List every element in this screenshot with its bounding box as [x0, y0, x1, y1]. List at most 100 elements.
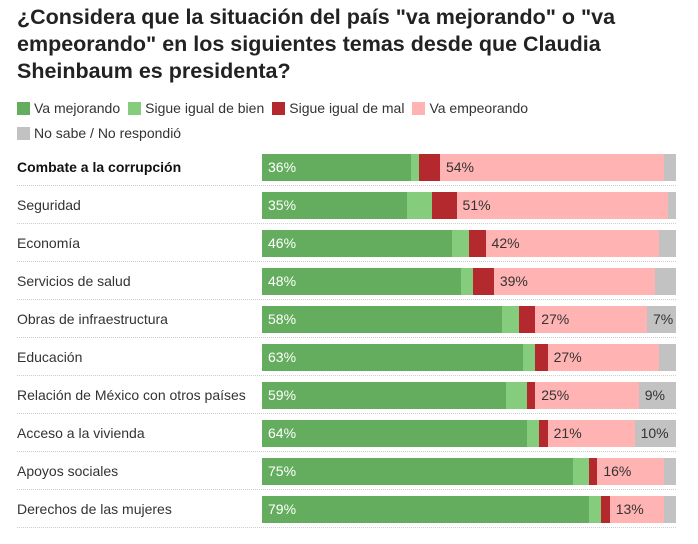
data-label: 36% — [268, 159, 297, 175]
data-label: 46% — [268, 235, 297, 251]
stacked-bar: 58% 27% 7% — [262, 306, 676, 333]
data-label: 27% — [541, 311, 570, 327]
data-label: 75% — [268, 463, 297, 479]
row-divider — [17, 337, 676, 338]
bar-segment: 75% — [262, 458, 573, 485]
stacked-bar: 64% 21% 10% — [262, 420, 676, 447]
bar-segment: 64% — [262, 420, 527, 447]
bar-segment: 59% — [262, 382, 507, 409]
bar-segment — [601, 496, 610, 523]
category-label: Educación — [17, 349, 83, 365]
data-label: 9% — [644, 387, 665, 403]
row-divider — [17, 261, 676, 262]
legend-swatch — [272, 102, 286, 115]
bar-segment — [419, 154, 440, 181]
bar-segment: 27% — [535, 306, 647, 333]
data-label: 64% — [268, 425, 297, 441]
legend-item: Va empeorando — [412, 96, 528, 121]
bar-segment: 42% — [485, 230, 660, 257]
stacked-bar: 59% 25% 9% — [262, 382, 676, 409]
row-divider — [17, 185, 676, 186]
legend-label: Sigue igual de mal — [289, 100, 405, 116]
bar-segment — [667, 192, 676, 219]
bar-segment — [589, 458, 598, 485]
bar-segment: 79% — [262, 496, 590, 523]
bar-row: Derechos de las mujeres 79% 13% — [17, 495, 676, 533]
category-label: Economía — [17, 235, 81, 251]
bar-segment — [411, 154, 420, 181]
bar-segment — [468, 230, 486, 257]
data-label: 27% — [553, 349, 582, 365]
legend-item: Sigue igual de mal — [272, 96, 404, 121]
bar-segment — [518, 306, 536, 333]
bar-segment — [535, 344, 548, 371]
bar-segment: 9% — [638, 382, 676, 409]
legend-swatch — [412, 102, 426, 115]
bar-segment — [460, 268, 474, 295]
row-divider — [17, 527, 676, 528]
data-label: 63% — [268, 349, 297, 365]
bar-row: Apoyos sociales 75% 16% — [17, 457, 676, 495]
bar-segment — [526, 420, 540, 447]
category-label: Acceso a la vivienda — [17, 425, 145, 441]
bar-segment: 13% — [609, 496, 664, 523]
legend-item: Va mejorando — [17, 96, 120, 121]
bar-segment: 51% — [456, 192, 668, 219]
data-label: 35% — [268, 197, 297, 213]
data-label: 59% — [268, 387, 297, 403]
bar-segment — [526, 382, 536, 409]
bar-row: Relación de México con otros países 59% 25… — [17, 381, 676, 419]
legend-swatch — [17, 127, 30, 140]
data-label: 54% — [445, 159, 475, 175]
row-divider — [17, 413, 676, 414]
bar-segment: 7% — [646, 306, 676, 333]
legend-item: No sabe / No respondió — [17, 121, 181, 146]
stacked-bar: 75% 16% — [262, 458, 676, 485]
data-label: 21% — [553, 425, 582, 441]
data-label: 13% — [615, 501, 644, 517]
category-label: Obras de infraestructura — [17, 311, 168, 327]
legend-label: Sigue igual de bien — [145, 100, 265, 116]
bar-segment — [572, 458, 590, 485]
category-label: Derechos de las mujeres — [17, 501, 172, 517]
bar-segment — [506, 382, 527, 409]
legend-label: No sabe / No respondió — [34, 125, 182, 141]
category-label: Relación de México con otros países — [17, 387, 246, 403]
bar-segment — [522, 344, 536, 371]
bar-row: Obras de infraestructura 58% 27% 7% — [17, 305, 676, 343]
bar-segment — [663, 458, 676, 485]
bar-segment: 27% — [547, 344, 660, 371]
bar-segment — [659, 230, 676, 257]
bar-segment: 36% — [262, 154, 412, 181]
row-divider — [17, 223, 676, 224]
stacked-bar: 63% 27% — [262, 344, 676, 371]
data-label: 10% — [640, 425, 669, 441]
data-label: 58% — [268, 311, 297, 327]
bar-segment — [655, 268, 676, 295]
legend-swatch — [17, 102, 30, 115]
row-divider — [17, 299, 676, 300]
data-label: 16% — [603, 463, 632, 479]
bar-segment — [589, 496, 602, 523]
bar-segment: 63% — [262, 344, 523, 371]
bar-segment: 58% — [262, 306, 503, 333]
bar-row: Educación 63% 27% — [17, 343, 676, 381]
stacked-bar: 79% 13% — [262, 496, 676, 523]
stacked-bar: 36% 54% — [262, 154, 676, 181]
row-divider — [17, 375, 676, 376]
bar-segment — [406, 192, 432, 219]
bar-row: Servicios de salud 48% 39% — [17, 267, 676, 305]
bar-row: Seguridad 35% 51% — [17, 191, 676, 229]
row-divider — [17, 451, 676, 452]
bar-segment — [659, 344, 676, 371]
legend-label: Va empeorando — [429, 100, 529, 116]
category-label: Apoyos sociales — [17, 463, 119, 479]
category-label: Seguridad — [17, 197, 81, 213]
bar-segment: 25% — [535, 382, 639, 409]
bar-segment: 46% — [262, 230, 453, 257]
row-divider — [17, 489, 676, 490]
data-label: 42% — [491, 235, 520, 251]
bar-segment — [539, 420, 548, 447]
bar-segment: 16% — [597, 458, 664, 485]
